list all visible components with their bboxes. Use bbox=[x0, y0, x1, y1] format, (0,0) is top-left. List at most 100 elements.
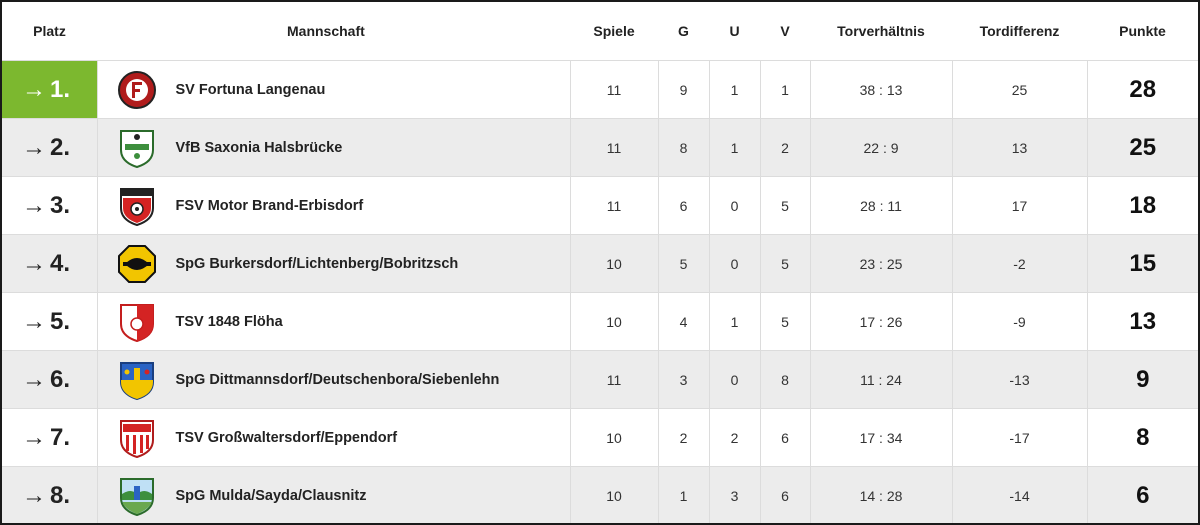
points-cell: 15 bbox=[1087, 234, 1198, 293]
goal-ratio-cell: 22 : 9 bbox=[810, 118, 953, 177]
draws-cell: 0 bbox=[709, 234, 761, 293]
club-crest-red-stripes-shield-icon bbox=[117, 418, 157, 458]
header-spiele[interactable]: Spiele bbox=[570, 2, 658, 61]
club-crest-red-white-shield-icon bbox=[117, 302, 157, 342]
losses-cell: 5 bbox=[760, 292, 811, 351]
header-punkte[interactable]: Punkte bbox=[1087, 2, 1198, 61]
rank-cell: → 3. bbox=[2, 176, 98, 235]
table-body: → 1. SV Fortuna Langenau 11 9 1 1 38 : 13… bbox=[2, 60, 1198, 523]
losses-cell: 6 bbox=[760, 408, 811, 467]
team-cell: FSV Motor Brand-Erbisdorf bbox=[97, 176, 571, 235]
trend-arrow-icon: → bbox=[22, 133, 46, 161]
wins-cell: 3 bbox=[658, 350, 710, 409]
table-row[interactable]: → 8. SpG Mulda/Sayda/Clausnitz 10 1 3 6 1… bbox=[2, 466, 1198, 523]
goal-ratio-cell: 28 : 11 bbox=[810, 176, 953, 235]
goal-difference-cell: 25 bbox=[952, 60, 1088, 119]
team-name-link[interactable]: FSV Motor Brand-Erbisdorf bbox=[175, 197, 364, 214]
rank-cell: → 7. bbox=[2, 408, 98, 467]
points-cell: 28 bbox=[1087, 60, 1198, 119]
header-g[interactable]: G bbox=[658, 2, 709, 61]
goal-difference-cell: -17 bbox=[952, 408, 1088, 467]
rank-cell: → 6. bbox=[2, 350, 98, 409]
team-cell: TSV 1848 Flöha bbox=[97, 292, 571, 351]
goal-difference-cell: 17 bbox=[952, 176, 1088, 235]
table-row[interactable]: → 6. SpG Dittmannsdorf/Deutschenbora/Sieb… bbox=[2, 350, 1198, 409]
losses-cell: 2 bbox=[760, 118, 811, 177]
header-row: Platz Mannschaft Spiele G U V Torverhält… bbox=[2, 2, 1198, 61]
rank-cell: → 5. bbox=[2, 292, 98, 351]
wins-cell: 9 bbox=[658, 60, 710, 119]
rank-value: 6. bbox=[50, 365, 71, 393]
draws-cell: 0 bbox=[709, 176, 761, 235]
goal-ratio-cell: 17 : 26 bbox=[810, 292, 953, 351]
draws-cell: 3 bbox=[709, 466, 761, 523]
goal-difference-cell: -13 bbox=[952, 350, 1088, 409]
header-v[interactable]: V bbox=[760, 2, 810, 61]
wins-cell: 2 bbox=[658, 408, 710, 467]
wins-cell: 4 bbox=[658, 292, 710, 351]
header-mannschaft[interactable]: Mannschaft bbox=[97, 2, 570, 61]
club-crest-green-shield-icon bbox=[117, 128, 157, 168]
team-name-link[interactable]: SpG Mulda/Sayda/Clausnitz bbox=[175, 487, 367, 504]
team-name-link[interactable]: TSV 1848 Flöha bbox=[175, 313, 283, 330]
points-cell: 18 bbox=[1087, 176, 1198, 235]
trend-arrow-icon: → bbox=[22, 307, 46, 335]
header-u[interactable]: U bbox=[709, 2, 760, 61]
club-crest-blue-yellow-shield-icon bbox=[117, 360, 157, 400]
points-cell: 9 bbox=[1087, 350, 1198, 409]
table-row[interactable]: → 3. FSV Motor Brand-Erbisdorf 11 6 0 5 2… bbox=[2, 176, 1198, 235]
games-played-cell: 10 bbox=[570, 408, 659, 467]
team-name-link[interactable]: SpG Burkersdorf/Lichtenberg/Bobritzsch bbox=[175, 255, 459, 272]
header-platz[interactable]: Platz bbox=[2, 2, 97, 61]
table-row[interactable]: → 1. SV Fortuna Langenau 11 9 1 1 38 : 13… bbox=[2, 60, 1198, 119]
games-played-cell: 11 bbox=[570, 118, 659, 177]
club-crest-black-yellow-octagon-icon bbox=[117, 244, 157, 284]
goal-ratio-cell: 11 : 24 bbox=[810, 350, 953, 409]
trend-arrow-icon: → bbox=[22, 365, 46, 393]
team-cell: SpG Mulda/Sayda/Clausnitz bbox=[97, 466, 571, 523]
club-crest-landscape-shield-icon bbox=[117, 476, 157, 516]
team-name-link[interactable]: SpG Dittmannsdorf/Deutschenbora/Siebenle… bbox=[175, 371, 500, 388]
club-crest-red-ball-shield-icon bbox=[117, 186, 157, 226]
goal-difference-cell: 13 bbox=[952, 118, 1088, 177]
header-tordifferenz[interactable]: Tordifferenz bbox=[952, 2, 1087, 61]
trend-arrow-icon: → bbox=[22, 481, 46, 509]
draws-cell: 1 bbox=[709, 292, 761, 351]
losses-cell: 8 bbox=[760, 350, 811, 409]
rank-cell: → 1. bbox=[2, 60, 98, 119]
trend-arrow-icon: → bbox=[22, 191, 46, 219]
team-name-link[interactable]: SV Fortuna Langenau bbox=[175, 81, 326, 98]
table-row[interactable]: → 2. VfB Saxonia Halsbrücke 11 8 1 2 22 :… bbox=[2, 118, 1198, 177]
rank-value: 2. bbox=[50, 133, 71, 161]
team-name-link[interactable]: VfB Saxonia Halsbrücke bbox=[175, 139, 343, 156]
goal-ratio-cell: 38 : 13 bbox=[810, 60, 953, 119]
trend-arrow-icon: → bbox=[22, 75, 46, 103]
table-row[interactable]: → 4. SpG Burkersdorf/Lichtenberg/Bobritzs… bbox=[2, 234, 1198, 293]
rank-cell: → 4. bbox=[2, 234, 98, 293]
team-name-link[interactable]: TSV Großwaltersdorf/Eppendorf bbox=[175, 429, 398, 446]
team-cell: SV Fortuna Langenau bbox=[97, 60, 571, 119]
wins-cell: 1 bbox=[658, 466, 710, 523]
rank-value: 3. bbox=[50, 191, 71, 219]
games-played-cell: 11 bbox=[570, 176, 659, 235]
losses-cell: 5 bbox=[760, 234, 811, 293]
points-cell: 25 bbox=[1087, 118, 1198, 177]
goal-ratio-cell: 14 : 28 bbox=[810, 466, 953, 523]
losses-cell: 6 bbox=[760, 466, 811, 523]
points-cell: 13 bbox=[1087, 292, 1198, 351]
rank-value: 4. bbox=[50, 249, 71, 277]
goal-ratio-cell: 17 : 34 bbox=[810, 408, 953, 467]
table-row[interactable]: → 5. TSV 1848 Flöha 10 4 1 5 17 : 26 -9 1… bbox=[2, 292, 1198, 351]
club-crest-red-circle-icon bbox=[117, 70, 157, 110]
header-torverhaeltnis[interactable]: Torverhältnis bbox=[810, 2, 952, 61]
games-played-cell: 10 bbox=[570, 466, 659, 523]
team-cell: TSV Großwaltersdorf/Eppendorf bbox=[97, 408, 571, 467]
wins-cell: 8 bbox=[658, 118, 710, 177]
rank-cell: → 2. bbox=[2, 118, 98, 177]
points-cell: 8 bbox=[1087, 408, 1198, 467]
table-row[interactable]: → 7. TSV Großwaltersdorf/Eppendorf 10 2 2… bbox=[2, 408, 1198, 467]
goal-difference-cell: -14 bbox=[952, 466, 1088, 523]
rank-value: 8. bbox=[50, 481, 71, 509]
